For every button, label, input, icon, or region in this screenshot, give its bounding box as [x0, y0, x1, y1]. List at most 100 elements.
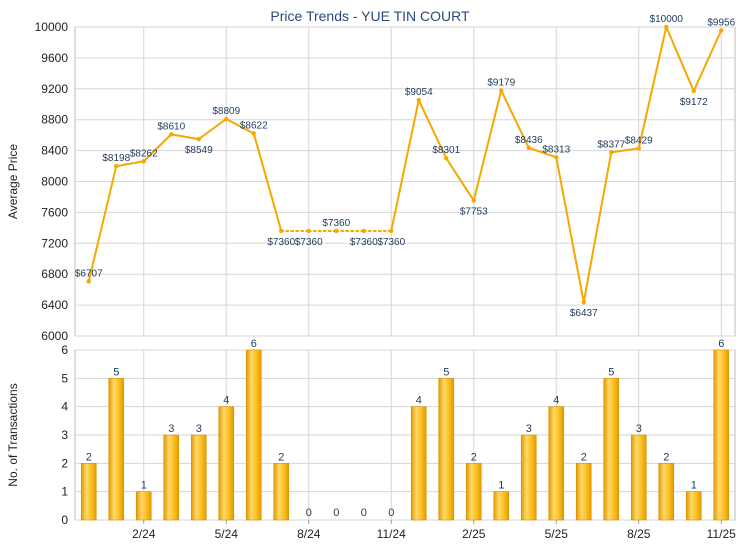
bar-data-label: 3	[168, 423, 174, 435]
price-data-label: $7360	[377, 237, 405, 248]
price-data-label: $9054	[405, 87, 433, 98]
price-point	[581, 300, 586, 305]
transaction-bar	[548, 406, 565, 521]
bar-data-label: 0	[388, 507, 394, 519]
bar-y-tick-label: 0	[61, 513, 68, 527]
price-point	[224, 116, 229, 122]
price-point	[471, 198, 476, 203]
price-line-segment	[665, 26, 695, 92]
bar-data-label: 4	[416, 395, 422, 407]
price-y-tick-label: 8400	[41, 144, 68, 158]
price-data-label: $8313	[542, 144, 570, 155]
transaction-bar	[493, 491, 510, 521]
price-point	[251, 131, 256, 136]
transaction-bar	[685, 491, 702, 521]
transaction-bar	[713, 349, 730, 521]
price-y-tick-label: 8800	[41, 113, 68, 127]
bar-y-tick-label: 5	[61, 371, 68, 385]
bar-data-label: 0	[333, 507, 339, 519]
price-point	[196, 136, 201, 142]
bar-data-label: 2	[471, 451, 477, 463]
price-point	[554, 155, 559, 160]
price-line-segment	[197, 118, 228, 141]
price-data-label: $8198	[102, 153, 130, 164]
price-line-segment	[500, 89, 530, 149]
price-line-segment	[445, 157, 475, 202]
price-y-tick-label: 10000	[35, 20, 69, 34]
price-point	[416, 97, 421, 103]
price-y-axis-title: Average Price	[6, 144, 20, 219]
bar-data-label: 3	[636, 423, 642, 435]
bar-data-label: 1	[691, 480, 697, 492]
price-point	[279, 228, 284, 234]
transaction-bar	[465, 463, 482, 521]
bar-y-tick-label: 1	[61, 485, 68, 499]
bar-data-label: 6	[718, 338, 724, 350]
bar-data-label: 2	[278, 451, 284, 463]
bar-data-label: 1	[498, 480, 504, 492]
price-line-segment	[637, 26, 668, 150]
price-data-label: $9172	[680, 97, 708, 108]
transaction-bar	[630, 434, 647, 521]
price-data-label: $7360	[267, 237, 295, 248]
price-line-segment	[472, 89, 503, 202]
transaction-bar	[438, 378, 455, 521]
bar-y-tick-label: 4	[61, 400, 68, 414]
price-point	[334, 228, 339, 234]
price-data-label: $8262	[130, 148, 158, 159]
price-data-label: $7360	[350, 237, 378, 248]
price-line-segment	[142, 133, 173, 163]
price-point	[609, 150, 614, 155]
x-tick-label: 11/25	[707, 527, 736, 541]
price-y-tick-label: 8000	[41, 175, 68, 189]
bar-data-label: 0	[306, 507, 312, 519]
bar-y-tick-label: 2	[61, 456, 68, 470]
transaction-bar	[603, 378, 620, 521]
x-tick-label: 8/24	[297, 527, 321, 541]
price-point	[664, 24, 669, 30]
transaction-bar	[80, 463, 97, 521]
price-point	[306, 228, 311, 234]
price-data-label: $7753	[460, 207, 488, 218]
price-data-label: $8610	[157, 121, 185, 132]
bar-data-label: 5	[608, 366, 614, 378]
price-line-segment	[225, 118, 255, 135]
x-tick-label: 8/25	[627, 527, 651, 541]
price-line-segment	[87, 165, 118, 283]
bar-y-axis-title: No. of Transactions	[6, 383, 20, 486]
bar-data-label: 0	[361, 507, 367, 519]
x-tick-label: 2/24	[132, 527, 156, 541]
bar-data-label: 1	[141, 480, 147, 492]
bar-data-label: 2	[581, 451, 587, 463]
transaction-bar	[520, 434, 537, 521]
price-point	[169, 132, 174, 137]
transaction-bar	[575, 463, 592, 521]
price-data-label: $7360	[322, 218, 350, 229]
price-data-label: $6437	[570, 308, 598, 319]
price-line-plot: 6000 6400 6800 7200 7600 8000 8400 8800 9200 9600…	[6, 14, 736, 343]
price-data-label: $8377	[597, 139, 625, 150]
price-data-label: $8549	[185, 145, 213, 156]
x-tick-label: 11/24	[377, 527, 406, 541]
bar-data-label: 3	[526, 423, 532, 435]
transaction-bar	[410, 406, 427, 521]
bar-y-tick-label: 3	[61, 428, 68, 442]
price-data-label: $8809	[212, 106, 240, 117]
price-y-tick-label: 9600	[41, 51, 68, 65]
price-y-tick-label: 6000	[41, 329, 68, 343]
chart-title: Price Trends - YUE TIN COURT	[270, 8, 470, 24]
price-point	[526, 145, 531, 151]
price-point	[691, 88, 696, 94]
transaction-bar	[190, 434, 207, 521]
price-point	[499, 88, 504, 93]
price-line-segment	[610, 147, 640, 154]
price-data-label: $9179	[487, 77, 515, 88]
price-y-tick-label: 7600	[41, 205, 68, 219]
transactions-bar-plot: 0 1 2 3 4 5 6 2/24 5/24 8/24 11/24 2/25 5/25 8/25 11/2…	[6, 338, 736, 541]
price-point	[141, 159, 146, 164]
price-y-tick-label: 9200	[41, 82, 68, 96]
bar-data-label: 6	[251, 338, 257, 350]
price-y-tick-label: 6800	[41, 267, 68, 281]
